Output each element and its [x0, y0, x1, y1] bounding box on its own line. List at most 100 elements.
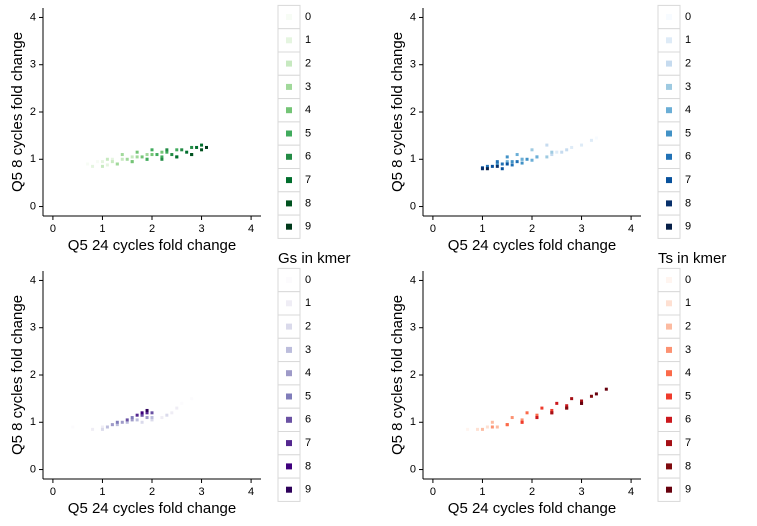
point: [589, 138, 593, 142]
y-tick-label: 1: [30, 153, 36, 165]
legend-label: 5: [685, 127, 691, 139]
legend-swatch: [286, 300, 292, 307]
legend-swatch: [666, 60, 672, 67]
legend-label: 5: [305, 390, 311, 402]
legend-label: 1: [685, 34, 691, 46]
point: [594, 136, 598, 140]
legend-swatch: [286, 393, 292, 400]
legend-label: 3: [305, 344, 311, 356]
legend-label: 2: [685, 321, 691, 333]
legend-label: 9: [305, 484, 311, 496]
point: [135, 150, 139, 154]
point: [555, 150, 559, 154]
point: [100, 427, 104, 431]
point: [145, 408, 149, 412]
point: [150, 418, 154, 422]
point: [500, 167, 504, 171]
legend-swatch: [666, 346, 672, 353]
point: [495, 160, 499, 164]
legend-label: 3: [305, 81, 311, 93]
point: [110, 160, 114, 164]
point: [115, 423, 119, 427]
legend-label: 0: [305, 274, 311, 286]
point: [91, 164, 95, 168]
legend-label: 5: [685, 390, 691, 402]
legend-swatch: [666, 416, 672, 423]
x-tick-label: 3: [578, 223, 584, 235]
legend-swatch: [286, 200, 292, 207]
legend-title: As in kmer: [278, 0, 349, 4]
legend-swatch: [286, 323, 292, 330]
y-tick-label: 4: [410, 274, 416, 286]
point: [495, 164, 499, 168]
point: [466, 427, 470, 431]
point: [150, 416, 154, 420]
point: [525, 157, 529, 161]
point: [150, 411, 154, 415]
y-tick-label: 0: [30, 200, 36, 212]
point: [190, 145, 194, 149]
point: [510, 163, 514, 167]
point: [105, 157, 109, 161]
x-axis-title: Q5 24 cycles fold change: [68, 500, 236, 517]
legend-label: 7: [305, 437, 311, 449]
y-tick-label: 4: [410, 11, 416, 23]
legend-swatch: [286, 177, 292, 184]
legend-label: 5: [305, 127, 311, 139]
legend-label: 7: [305, 174, 311, 186]
point: [540, 406, 544, 410]
y-axis-title: Q5 8 cycles fold change: [389, 295, 406, 455]
legend-label: 7: [685, 174, 691, 186]
legend-swatch: [286, 277, 292, 283]
legend-label: 0: [305, 11, 311, 23]
x-axis-title: Q5 24 cycles fold change: [448, 237, 616, 254]
point: [140, 420, 144, 424]
legend-label: 4: [305, 104, 311, 116]
point: [115, 420, 119, 424]
x-tick-label: 2: [149, 223, 155, 235]
point: [110, 157, 114, 161]
point: [485, 167, 489, 171]
y-tick-label: 4: [30, 11, 36, 23]
point: [550, 150, 554, 154]
x-tick-label: 0: [430, 223, 436, 235]
point: [100, 160, 104, 164]
point: [120, 420, 124, 424]
point: [130, 416, 134, 420]
legend-swatch: [286, 37, 292, 44]
x-tick-label: 3: [198, 486, 204, 498]
point: [515, 153, 519, 157]
legend-swatch: [666, 486, 672, 493]
y-axis-title: Q5 8 cycles fold change: [9, 295, 26, 455]
point: [150, 148, 154, 152]
point: [530, 148, 534, 152]
point: [570, 397, 574, 401]
point: [100, 425, 104, 429]
point: [570, 145, 574, 149]
legend-label: 9: [305, 221, 311, 233]
legend-swatch: [286, 440, 292, 447]
point: [86, 162, 90, 166]
legend-swatch: [666, 440, 672, 447]
x-tick-label: 4: [628, 223, 634, 235]
legend-swatch: [286, 83, 292, 90]
point: [160, 150, 164, 154]
legend-label: 6: [685, 151, 691, 163]
point: [110, 423, 114, 427]
legend-swatch: [666, 153, 672, 160]
point: [170, 411, 174, 415]
point: [145, 153, 149, 157]
point: [130, 160, 134, 164]
point: [100, 164, 104, 168]
point: [145, 411, 149, 415]
point: [535, 413, 539, 417]
legend-swatch: [666, 370, 672, 377]
point: [550, 411, 554, 415]
legend-swatch: [286, 416, 292, 423]
legend-label: 7: [685, 437, 691, 449]
point: [120, 153, 124, 157]
x-tick-label: 3: [198, 223, 204, 235]
point: [505, 155, 509, 159]
legend-label: 1: [685, 297, 691, 309]
point: [145, 416, 149, 420]
